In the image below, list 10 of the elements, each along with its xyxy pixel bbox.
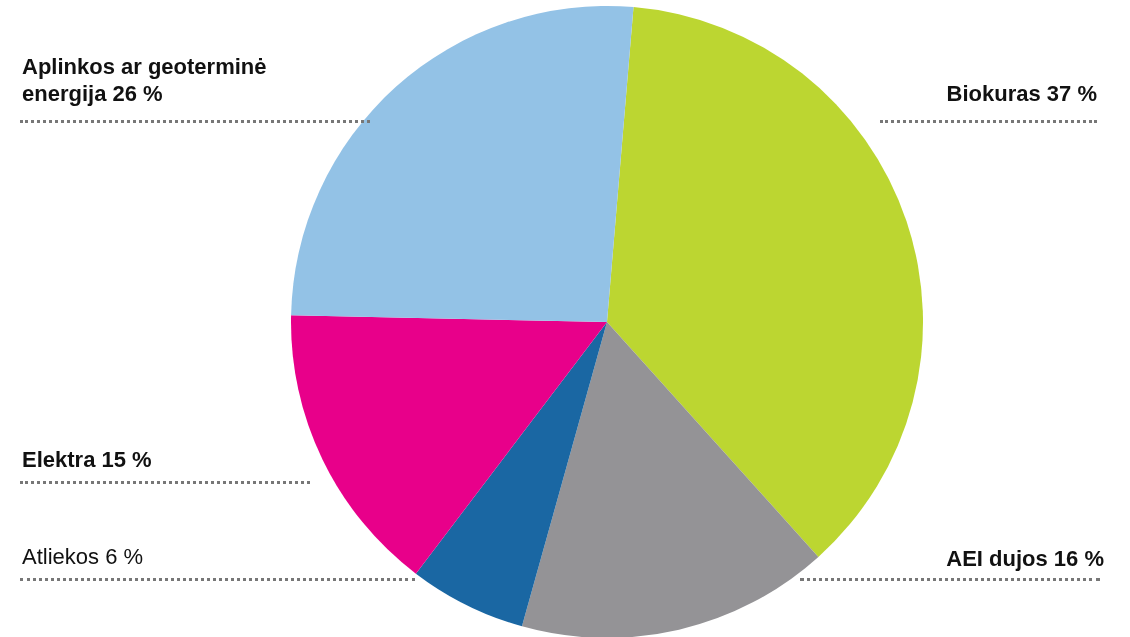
slice-label: Atliekos 6 % (22, 543, 144, 570)
slice-label: Aplinkos ar geoterminė energija 26 % (22, 53, 268, 107)
pie-slice (291, 6, 634, 322)
pie-slice (291, 315, 607, 574)
pie-slice (521, 322, 819, 637)
slice-label: Biokuras 37 % (946, 80, 1097, 107)
slice-label: Elektra 15 % (22, 446, 152, 473)
pie-slice (607, 7, 923, 557)
pie-slice (415, 322, 607, 627)
slice-label: AEI dujos 16 % (946, 545, 1104, 572)
